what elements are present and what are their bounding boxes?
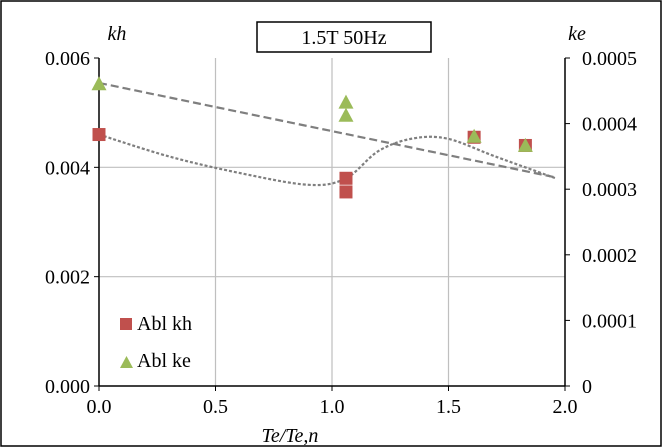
legend-marker-ke bbox=[120, 356, 133, 368]
y-left-axis-title: kh bbox=[108, 23, 127, 45]
legend-label-ke: Abl ke bbox=[137, 350, 191, 372]
ke-trendline bbox=[98, 81, 556, 179]
legend-label-kh: Abl kh bbox=[137, 313, 192, 335]
grid bbox=[99, 58, 565, 386]
markers bbox=[91, 76, 533, 199]
ke-data-point bbox=[517, 137, 533, 152]
y-right-tick-label: 0.0002 bbox=[582, 245, 637, 267]
ke-data-point bbox=[466, 128, 482, 143]
kh-trendline bbox=[98, 133, 557, 187]
y-right-tick-label: 0.0001 bbox=[582, 310, 637, 332]
y-right-tick-label: 0.0005 bbox=[582, 48, 637, 70]
kh-data-point bbox=[92, 128, 106, 142]
x-tick-label: 0.0 bbox=[87, 396, 112, 418]
y-right-tick-label: 0 bbox=[582, 376, 592, 398]
trendlines bbox=[98, 81, 557, 187]
ticks: 0.0 0.5 1.0 1.5 2.0 0.000 0.002 0.004 0.006 0 0.00… bbox=[45, 48, 637, 418]
y-left-tick-label: 0.006 bbox=[45, 48, 90, 70]
y-right-axis-title: ke bbox=[568, 23, 586, 45]
y-left-tick-label: 0.002 bbox=[45, 267, 90, 289]
y-right-tick-label: 0.0003 bbox=[582, 179, 637, 201]
ke-data-point bbox=[338, 107, 354, 122]
chart-title: 1.5T 50Hz bbox=[301, 27, 386, 49]
x-tick-label: 1.5 bbox=[436, 396, 461, 418]
title-box bbox=[256, 21, 432, 53]
legend-marker-kh bbox=[120, 318, 132, 330]
ke-data-point bbox=[91, 76, 107, 91]
y-left-tick-label: 0.004 bbox=[45, 157, 90, 179]
y-left-tick-label: 0.000 bbox=[45, 376, 90, 398]
legend: Abl kh Abl ke bbox=[120, 313, 192, 372]
kh-data-point bbox=[339, 171, 353, 185]
ke-data-point bbox=[338, 94, 354, 109]
kh-data-point bbox=[339, 185, 353, 199]
x-tick-label: 2.0 bbox=[553, 396, 578, 418]
y-right-tick-label: 0.0004 bbox=[582, 114, 637, 136]
x-tick-label: 1.0 bbox=[320, 396, 345, 418]
x-tick-label: 0.5 bbox=[203, 396, 228, 418]
x-axis-title: Te/Te,n bbox=[262, 425, 319, 447]
